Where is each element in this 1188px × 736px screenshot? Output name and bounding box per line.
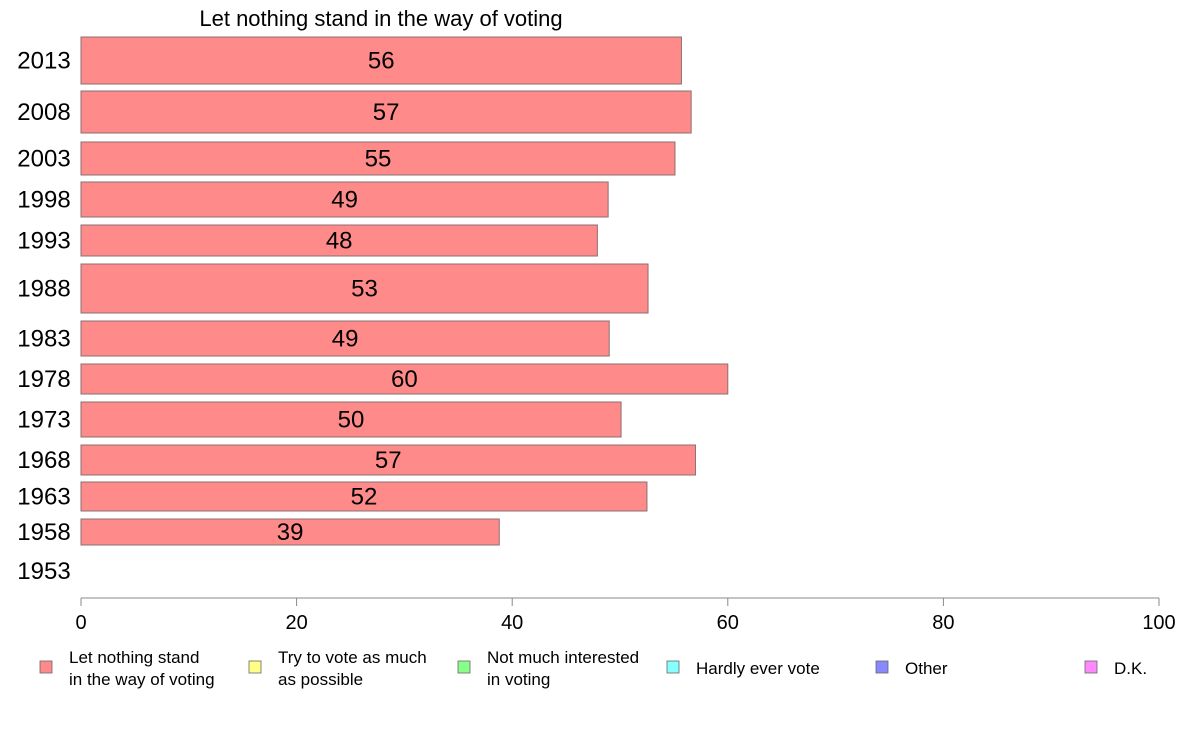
category-label-1993: 1993 xyxy=(17,228,70,255)
bar-value-label-1988: 53 xyxy=(351,276,378,303)
category-label-1953: 1953 xyxy=(17,558,70,585)
x-axis: 0 20 40 60 80 100 xyxy=(75,597,1176,634)
bar-value-label-1983: 49 xyxy=(332,326,359,353)
x-tick-label-80: 80 xyxy=(932,612,954,634)
category-label-1958: 1958 xyxy=(17,519,70,546)
bar-1983 xyxy=(80,320,610,357)
category-label-2003: 2003 xyxy=(17,146,70,173)
category-label-1988: 1988 xyxy=(17,276,70,303)
bar-1978 xyxy=(80,363,729,395)
legend-item-2-label: as possible xyxy=(278,670,363,689)
legend-item-1-label: Let nothing stand xyxy=(69,648,199,667)
bar-1993 xyxy=(80,224,598,257)
bar-value-label-1993: 48 xyxy=(326,228,353,255)
bar-1998 xyxy=(80,181,609,218)
bar-value-label-1968: 57 xyxy=(375,447,402,474)
legend-item-4-swatch xyxy=(666,660,680,674)
legend-item-5: Other xyxy=(875,659,948,678)
category-label-1973: 1973 xyxy=(17,407,70,434)
x-tick-label-100: 100 xyxy=(1142,612,1175,634)
bar-1973 xyxy=(80,401,622,438)
bar-value-label-1963: 52 xyxy=(351,484,378,511)
legend-item-5-label: Other xyxy=(905,659,948,678)
bar-value-label-2013: 56 xyxy=(368,48,395,75)
category-label-1998: 1998 xyxy=(17,187,70,214)
category-label-1968: 1968 xyxy=(17,447,70,474)
bar-value-label-2008: 57 xyxy=(373,99,400,126)
legend-item-1-swatch xyxy=(39,660,53,674)
x-tick-label-0: 0 xyxy=(75,612,86,634)
legend-item-5-swatch xyxy=(875,660,889,674)
x-tick-label-40: 40 xyxy=(501,612,523,634)
category-label-1983: 1983 xyxy=(17,326,70,353)
legend-item-6-swatch xyxy=(1084,660,1098,674)
x-tick-label-20: 20 xyxy=(285,612,307,634)
legend-item-4: Hardly ever vote xyxy=(666,659,820,678)
category-label-2013: 2013 xyxy=(17,48,70,75)
bar-1958 xyxy=(80,518,500,546)
legend-item-1: Let nothing stand in the way of voting xyxy=(39,648,215,689)
category-label-2008: 2008 xyxy=(17,99,70,126)
bar-value-label-1973: 50 xyxy=(338,407,365,434)
category-labels-group: 2013 2008 2003 1998 1993 1988 1983 1978 1973 1968… xyxy=(17,48,70,586)
category-label-1978: 1978 xyxy=(17,366,70,393)
legend-item-2-label: Try to vote as much xyxy=(278,648,427,667)
legend-item-2-swatch xyxy=(248,660,262,674)
bar-value-label-1978: 60 xyxy=(391,366,418,393)
legend-item-3-label: in voting xyxy=(487,670,550,689)
bar-1988 xyxy=(80,263,649,314)
legend-item-3-label: Not much interested xyxy=(487,648,639,667)
bar-2008 xyxy=(80,90,692,134)
bar-2013 xyxy=(80,36,682,85)
legend-item-1-label: in the way of voting xyxy=(69,670,215,689)
category-label-1963: 1963 xyxy=(17,484,70,511)
legend-item-6-label: D.K. xyxy=(1114,659,1147,678)
legend-item-3: Not much interested in voting xyxy=(457,648,639,689)
legend-item-2: Try to vote as much as possible xyxy=(248,648,427,689)
chart-title: Let nothing stand in the way of voting xyxy=(199,6,562,31)
legend-item-4-label: Hardly ever vote xyxy=(696,659,820,678)
legend: Let nothing stand in the way of voting Try… xyxy=(39,648,1147,689)
bar-value-label-1958: 39 xyxy=(277,519,304,546)
legend-item-6: D.K. xyxy=(1084,659,1147,678)
bar-value-label-2003: 55 xyxy=(365,146,392,173)
bar-1963 xyxy=(80,481,648,512)
x-tick-label-60: 60 xyxy=(717,612,739,634)
legend-item-3-swatch xyxy=(457,660,471,674)
bar-2003 xyxy=(80,141,676,176)
bars-group: 56 57 55 49 48 53 49 60 50 57 52 39 xyxy=(80,36,729,546)
bar-1968 xyxy=(80,444,696,476)
bar-value-label-1998: 49 xyxy=(331,187,358,214)
